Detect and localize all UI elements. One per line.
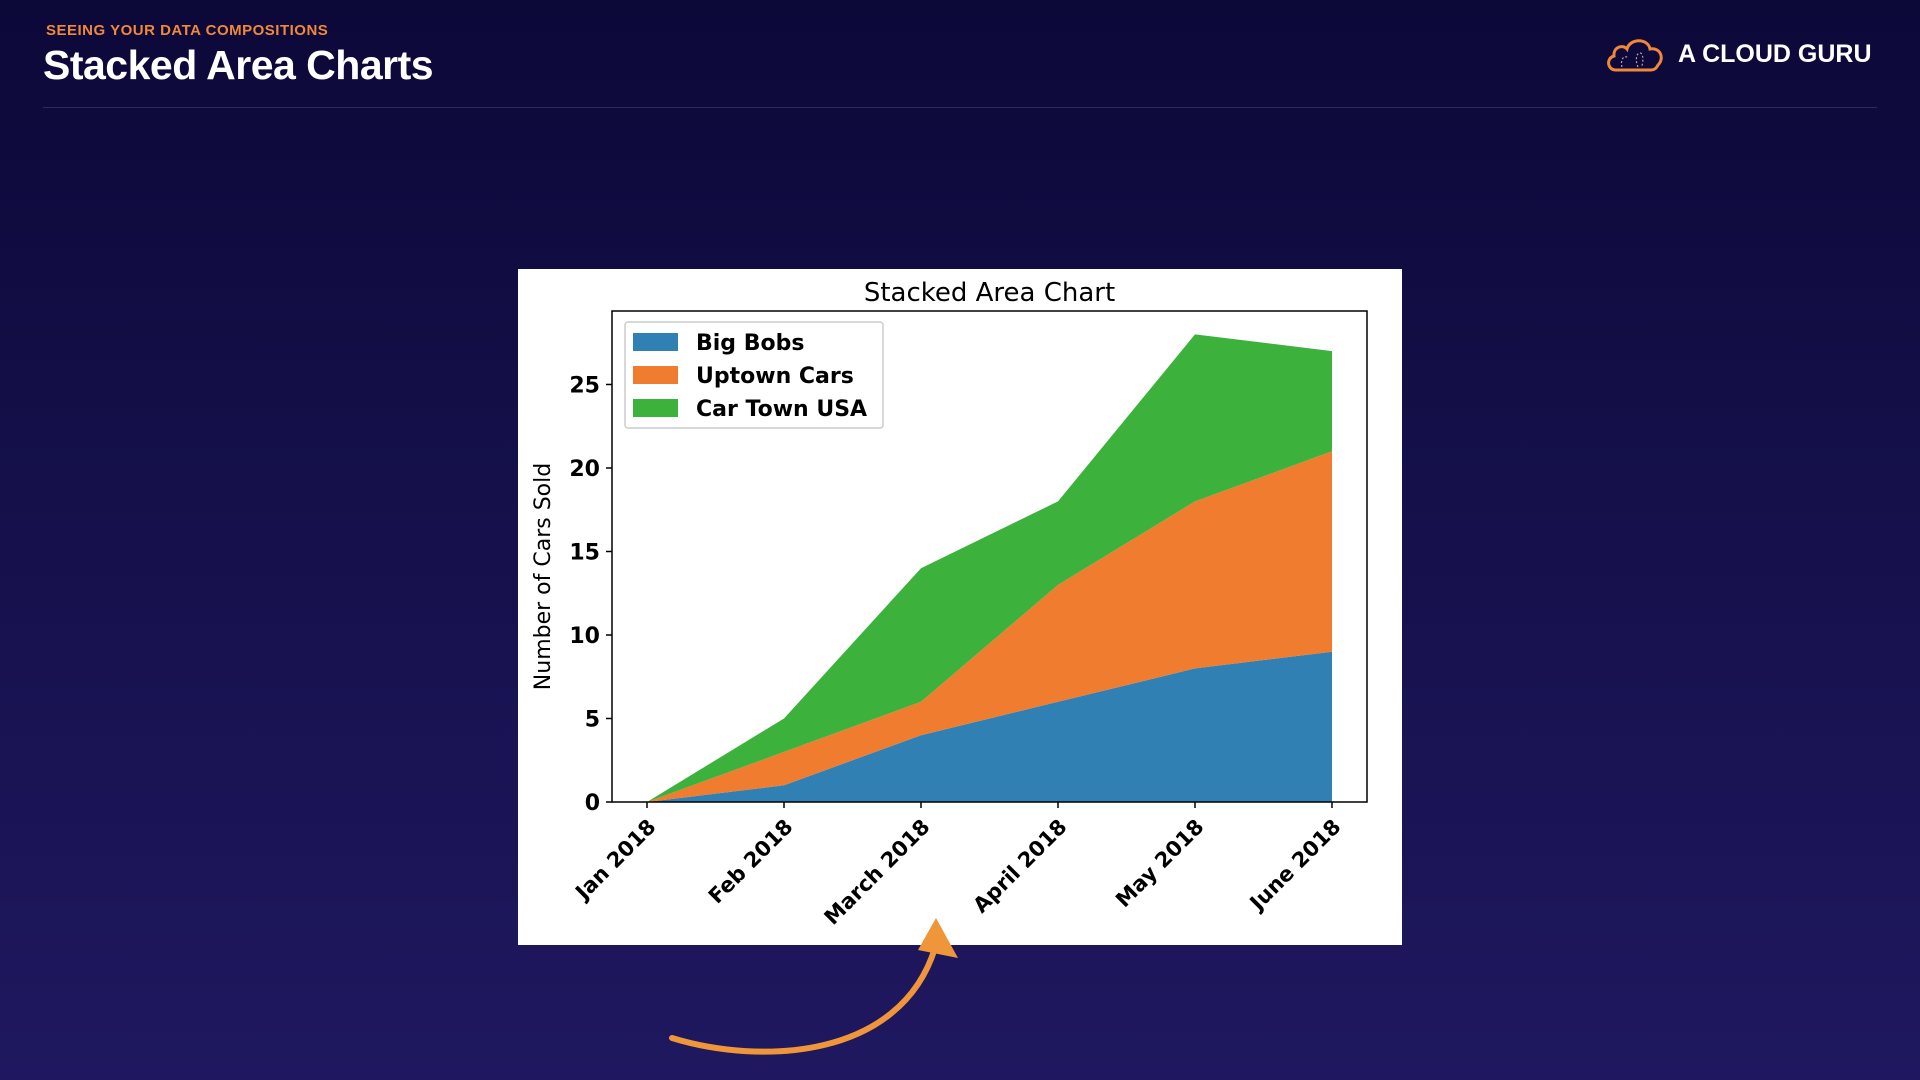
brand-logo: A CLOUD GURU xyxy=(1604,34,1872,74)
y-tick-label: 5 xyxy=(585,707,600,732)
area-uptown-cars xyxy=(647,451,1332,802)
brand-name: A CLOUD GURU xyxy=(1678,39,1872,68)
legend-label: Uptown Cars xyxy=(696,364,854,389)
chart-card: Stacked Area Chart 0 5 10 15 20 25 Jan 2018 Feb … xyxy=(518,269,1402,945)
chart-title: Stacked Area Chart xyxy=(864,278,1115,308)
y-tick-label: 15 xyxy=(569,540,600,565)
y-tick-label: 20 xyxy=(569,457,600,482)
legend-swatch xyxy=(633,366,678,384)
legend-label: Car Town USA xyxy=(696,397,867,422)
area-car-town-usa xyxy=(647,334,1332,802)
y-tick-label: 25 xyxy=(569,373,600,398)
legend-swatch xyxy=(633,333,678,351)
section-kicker: SEEING YOUR DATA COMPOSITIONS xyxy=(46,22,329,39)
plot-frame xyxy=(611,310,1368,803)
legend-box xyxy=(624,321,884,429)
legend-label: Big Bobs xyxy=(696,331,804,356)
cloud-icon xyxy=(1607,39,1663,72)
y-tick-label: 0 xyxy=(585,791,600,816)
y-axis-label: Number of Cars Sold xyxy=(531,463,556,690)
area-big-bobs xyxy=(647,651,1332,802)
legend-swatch xyxy=(633,399,678,417)
arrow-shaft xyxy=(669,945,938,1055)
y-tick-label: 10 xyxy=(569,624,600,649)
page-title: Stacked Area Charts xyxy=(43,42,434,88)
header-divider xyxy=(43,107,1877,108)
arrow-head xyxy=(918,918,958,958)
